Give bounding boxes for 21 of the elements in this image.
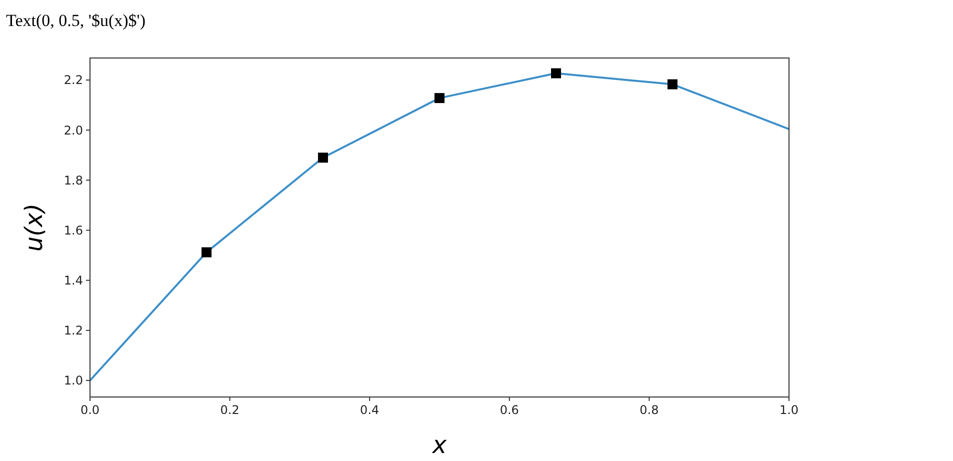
point [318, 152, 328, 163]
x-tick-label: 0.4 [360, 403, 380, 417]
point [667, 79, 678, 90]
y-tick-label: 1.6 [64, 223, 83, 238]
x-tick-label: 1.0 [779, 403, 799, 417]
x-tick-label: 0.8 [640, 403, 659, 417]
point [551, 68, 562, 78]
x-tick-label: 0.6 [500, 403, 519, 417]
point [434, 93, 444, 104]
x-axis-title: x [431, 431, 448, 459]
y-tick-label: 1.4 [64, 274, 83, 288]
y-tick-label: 2.2 [64, 73, 83, 88]
y-tick-label: 1.8 [64, 173, 83, 188]
point [202, 247, 212, 258]
y-tick-label: 2.0 [64, 123, 83, 138]
y-tick-label: 1.0 [64, 374, 83, 388]
text: Text(0, 0.5, '$u(x)$') [6, 11, 146, 30]
y-axis-title: u(x) [20, 203, 48, 252]
y-tick-label: 1.2 [64, 324, 83, 338]
x-tick-label: 0.0 [80, 403, 100, 417]
x-tick-label: 0.2 [220, 403, 240, 417]
